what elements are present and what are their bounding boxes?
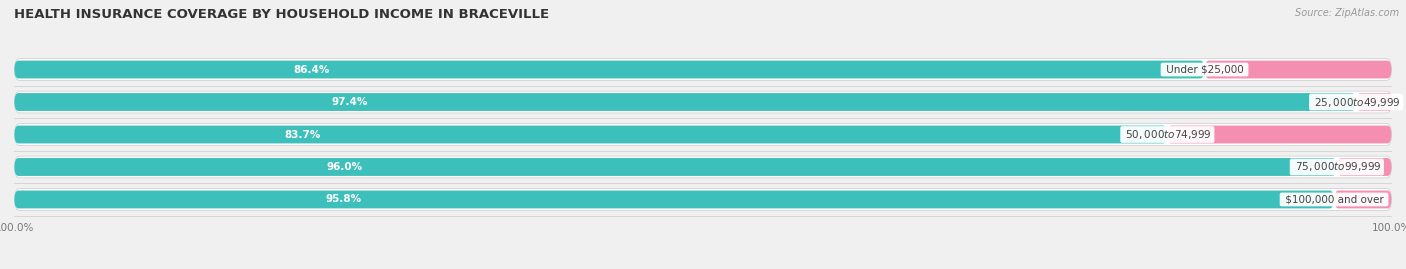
Text: 86.4%: 86.4% — [294, 65, 330, 75]
FancyBboxPatch shape — [14, 59, 1392, 80]
FancyBboxPatch shape — [14, 156, 1392, 178]
FancyBboxPatch shape — [14, 91, 1392, 113]
FancyBboxPatch shape — [1205, 61, 1392, 79]
FancyBboxPatch shape — [14, 126, 1167, 143]
Text: HEALTH INSURANCE COVERAGE BY HOUSEHOLD INCOME IN BRACEVILLE: HEALTH INSURANCE COVERAGE BY HOUSEHOLD I… — [14, 8, 550, 21]
FancyBboxPatch shape — [14, 158, 1337, 176]
FancyBboxPatch shape — [14, 124, 1392, 145]
Text: 96.0%: 96.0% — [326, 162, 363, 172]
FancyBboxPatch shape — [1337, 158, 1392, 176]
Text: 97.4%: 97.4% — [332, 97, 368, 107]
FancyBboxPatch shape — [14, 190, 1334, 208]
FancyBboxPatch shape — [14, 61, 1204, 79]
FancyBboxPatch shape — [14, 93, 1355, 111]
Text: $50,000 to $74,999: $50,000 to $74,999 — [1122, 128, 1212, 141]
Text: 95.8%: 95.8% — [326, 194, 363, 204]
Text: Under $25,000: Under $25,000 — [1163, 65, 1247, 75]
Text: Source: ZipAtlas.com: Source: ZipAtlas.com — [1295, 8, 1399, 18]
FancyBboxPatch shape — [1168, 126, 1392, 143]
Text: $75,000 to $99,999: $75,000 to $99,999 — [1292, 161, 1382, 174]
FancyBboxPatch shape — [1357, 93, 1393, 111]
FancyBboxPatch shape — [1334, 190, 1392, 208]
Text: 83.7%: 83.7% — [284, 129, 321, 140]
Text: $25,000 to $49,999: $25,000 to $49,999 — [1310, 95, 1402, 108]
Text: $100,000 and over: $100,000 and over — [1282, 194, 1386, 204]
FancyBboxPatch shape — [14, 189, 1392, 210]
